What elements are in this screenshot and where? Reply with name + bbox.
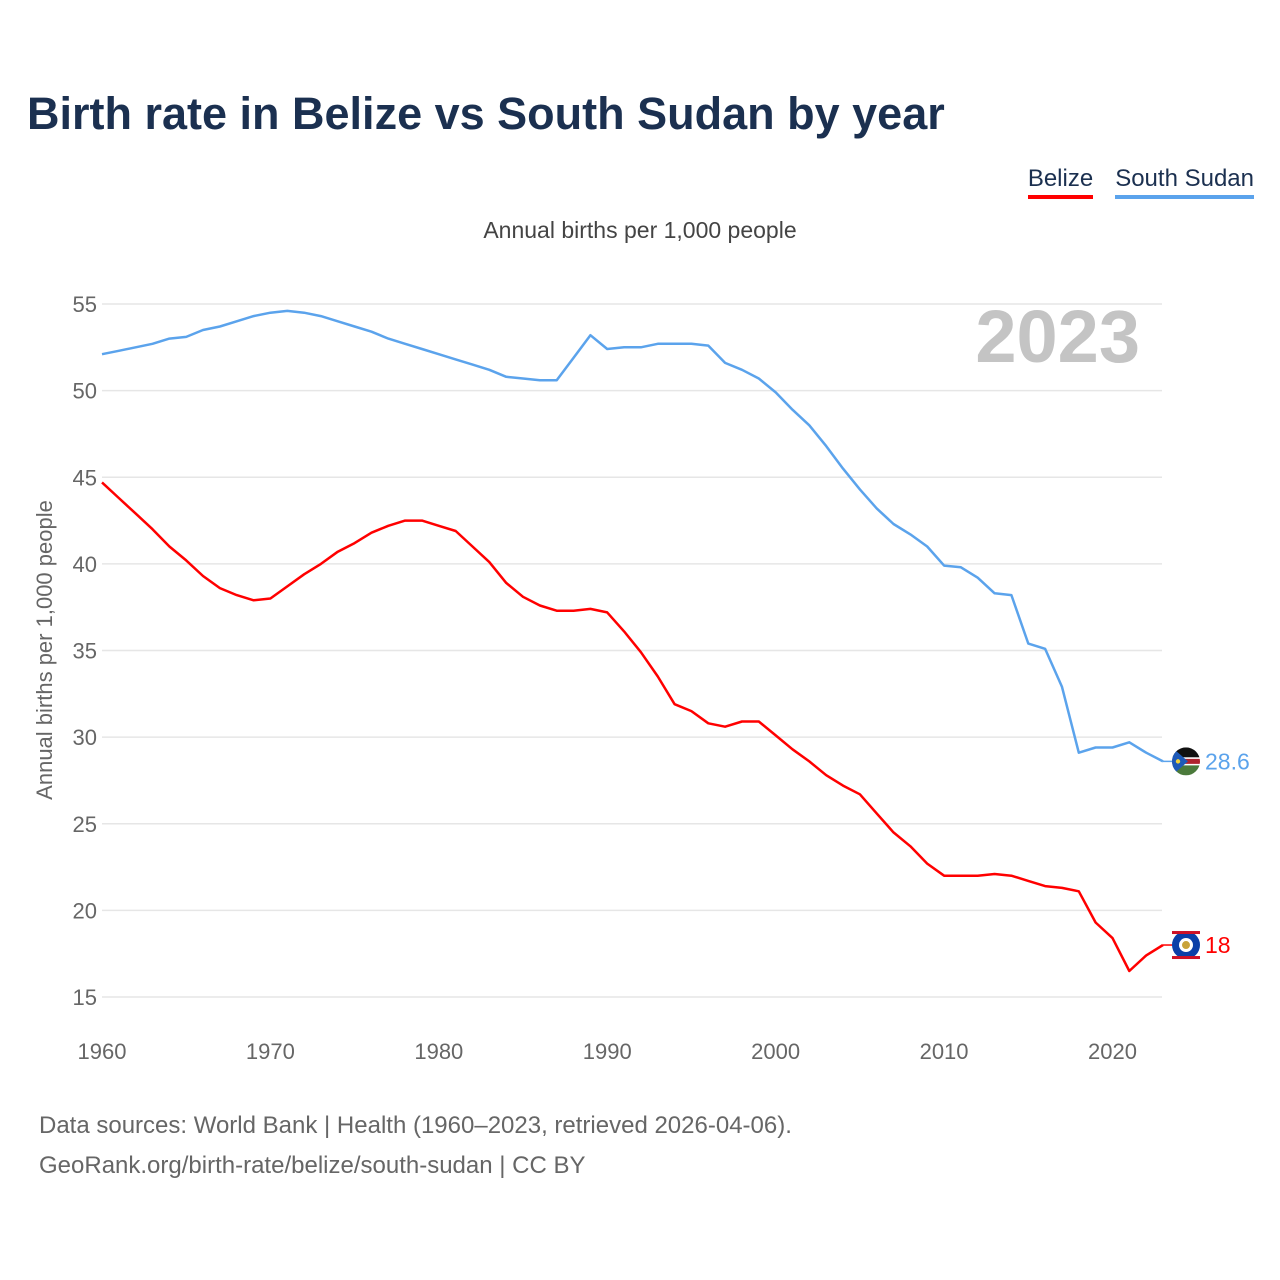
y-tick-label: 55 — [73, 292, 97, 317]
legend-south-sudan[interactable]: South Sudan — [1115, 165, 1254, 199]
legend: Belize South Sudan — [1027, 165, 1254, 199]
south-sudan-flag-icon — [1172, 747, 1200, 776]
y-tick-label: 45 — [73, 465, 97, 490]
y-tick-label: 40 — [73, 552, 97, 577]
belize-flag-icon — [1172, 931, 1200, 960]
y-tick-label: 50 — [73, 379, 97, 404]
x-tick-label: 1960 — [78, 1039, 127, 1064]
series-line-south-sudan — [101, 309, 1164, 763]
series-line-belize — [101, 481, 1164, 973]
y-tick-label: 30 — [73, 725, 97, 750]
chart-subtitle: Annual births per 1,000 people — [483, 217, 797, 243]
x-tick-label: 1990 — [583, 1039, 632, 1064]
chart-title: Birth rate in Belize vs South Sudan by y… — [27, 88, 945, 139]
y-axis-label: Annual births per 1,000 people — [32, 500, 57, 800]
y-tick-label: 25 — [73, 812, 97, 837]
source-line-2[interactable]: GeoRank.org/birth-rate/belize/south-suda… — [39, 1152, 586, 1179]
year-watermark: 2023 — [975, 295, 1140, 378]
x-tick-label: 1970 — [246, 1039, 295, 1064]
y-tick-label: 20 — [73, 898, 97, 923]
source-line-1: Data sources: World Bank | Health (1960–… — [39, 1112, 792, 1139]
legend-belize[interactable]: Belize — [1027, 165, 1094, 199]
end-value-label: 28.6 — [1205, 748, 1250, 774]
x-tick-label: 2000 — [751, 1039, 800, 1064]
x-tick-label: 2010 — [920, 1039, 969, 1064]
end-value-label: 18 — [1205, 932, 1231, 958]
y-tick-label: 35 — [73, 639, 97, 664]
y-tick-label: 15 — [73, 985, 97, 1010]
x-tick-label: 2020 — [1088, 1039, 1137, 1064]
x-tick-label: 1980 — [414, 1039, 463, 1064]
source-note: Data sources: World Bank | Health (1960–… — [39, 1106, 792, 1186]
